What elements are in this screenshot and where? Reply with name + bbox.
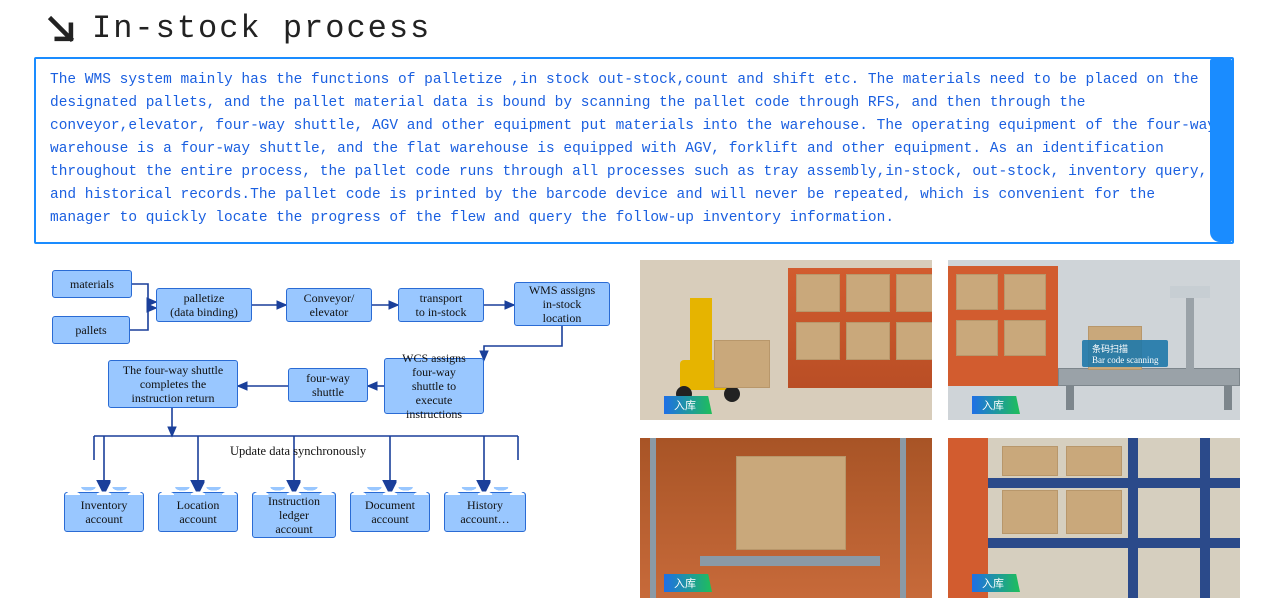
node-transport: transportto in-stock [398, 288, 484, 322]
warehouse-image-4: 入库 [948, 438, 1240, 598]
description-tab-accent [1210, 59, 1232, 242]
acct1-label: Inventoryaccount [81, 498, 128, 526]
description-container: The WMS system mainly has the functions … [34, 57, 1234, 244]
node-acct-document: Documentaccount [350, 492, 430, 532]
node-wms: WMS assignsin-stocklocation [514, 282, 610, 326]
warehouse-image-1: 入库 [640, 260, 932, 420]
acct5-label: Historyaccount… [460, 498, 509, 526]
arrow-down-right-icon [44, 12, 78, 46]
node-acct-history: Historyaccount… [444, 492, 526, 532]
acct4-label: Documentaccount [365, 498, 415, 526]
description-text: The WMS system mainly has the functions … [50, 72, 1216, 226]
description-box: The WMS system mainly has the functions … [34, 57, 1234, 244]
img4-caption: 入库 [972, 574, 1020, 592]
warehouse-image-3: 入库 [640, 438, 932, 598]
img2-caption: 入库 [972, 396, 1020, 414]
warehouse-images-grid: 入库 条码扫描Bar code scanning 入库 [640, 260, 1240, 598]
node-shuttle: four-wayshuttle [288, 368, 368, 402]
node-acct-instruction: Instructionledgeraccount [252, 492, 336, 538]
node-materials: materials [52, 270, 132, 298]
node-return: The four-way shuttlecompletes theinstruc… [108, 360, 238, 408]
flowchart: materials pallets palletize(data binding… [52, 260, 612, 580]
img2-scan-label: 条码扫描Bar code scanning [1082, 340, 1168, 367]
page-title: In-stock process [92, 10, 431, 47]
acct2-label: Locationaccount [177, 498, 220, 526]
node-acct-inventory: Inventoryaccount [64, 492, 144, 532]
label-update-sync: Update data synchronously [230, 444, 366, 459]
img1-caption: 入库 [664, 396, 712, 414]
warehouse-image-2: 条码扫描Bar code scanning 入库 [948, 260, 1240, 420]
img3-caption: 入库 [664, 574, 712, 592]
node-pallets: pallets [52, 316, 130, 344]
node-acct-location: Locationaccount [158, 492, 238, 532]
node-wcs: WCS assignsfour-wayshuttle toexecuteinst… [384, 358, 484, 414]
content-row: materials pallets palletize(data binding… [0, 244, 1268, 598]
node-palletize: palletize(data binding) [156, 288, 252, 322]
page-title-row: In-stock process [0, 0, 1268, 53]
node-conveyor: Conveyor/elevator [286, 288, 372, 322]
acct3-label: Instructionledgeraccount [268, 494, 320, 536]
